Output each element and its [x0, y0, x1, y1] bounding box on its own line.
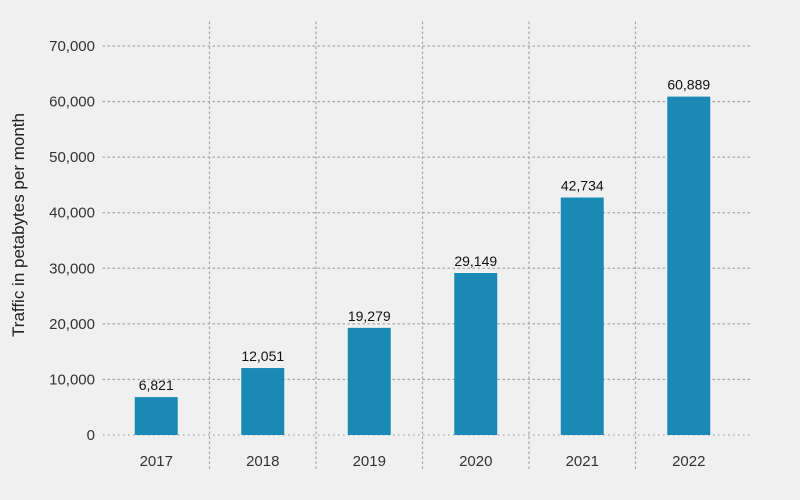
label-layer: 0 10,000 20,000 30,000 40,000 50,000 60,000 70,… [49, 38, 710, 470]
bar [560, 197, 604, 435]
x-tick-label: 2022 [672, 453, 705, 470]
y-tick-label: 30,000 [49, 260, 95, 277]
bar-value-label: 19,279 [348, 308, 391, 324]
bar-value-label: 60,889 [667, 77, 710, 93]
x-tick-label: 2018 [246, 453, 279, 470]
bar-layer [134, 96, 711, 435]
x-tick-label: 2019 [353, 453, 386, 470]
bar [241, 368, 285, 435]
bar [347, 327, 391, 435]
grid-layer [102, 21, 753, 471]
bar [454, 273, 498, 435]
bar-value-label: 29,149 [454, 253, 497, 269]
x-tick-label: 2017 [140, 453, 173, 470]
y-tick-label: 50,000 [49, 149, 95, 166]
x-tick-label: 2021 [566, 453, 599, 470]
y-tick-label: 0 [87, 427, 95, 444]
bar-value-label: 6,821 [139, 377, 174, 393]
bar-value-label: 12,051 [241, 348, 284, 364]
y-tick-label: 40,000 [49, 205, 95, 222]
bar [134, 397, 178, 435]
y-tick-label: 60,000 [49, 94, 95, 111]
y-tick-label: 70,000 [49, 38, 95, 55]
bar [667, 96, 711, 435]
bar-value-label: 42,734 [561, 178, 604, 194]
y-tick-label: 20,000 [49, 316, 95, 333]
y-axis-title: Traffic in petabytes per month [9, 113, 28, 337]
x-tick-label: 2020 [459, 453, 492, 470]
y-tick-label: 10,000 [49, 371, 95, 388]
